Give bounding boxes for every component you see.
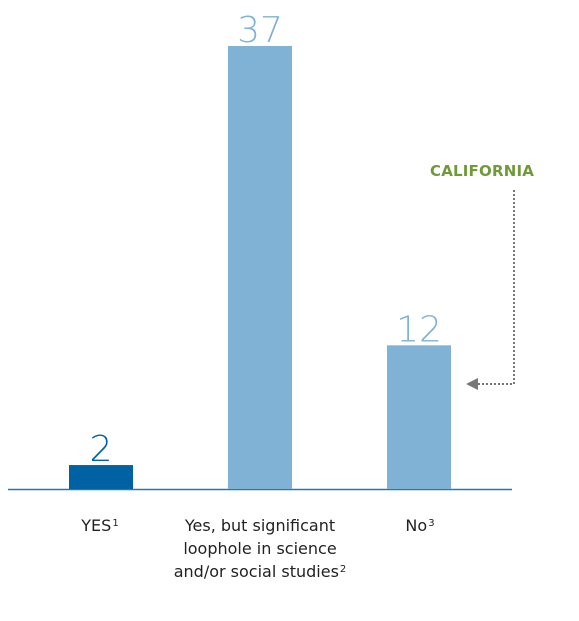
value-label-1: 37 bbox=[237, 10, 283, 51]
bar-2 bbox=[387, 345, 451, 489]
category-label-yes-but-loophole: Yes, but significant loophole in science… bbox=[160, 514, 360, 583]
bar-1 bbox=[228, 46, 292, 489]
category-label-text: No bbox=[405, 516, 428, 535]
bar-0 bbox=[69, 465, 133, 489]
callout-arrowhead-icon bbox=[466, 378, 478, 390]
footnote-marker: 2 bbox=[339, 564, 347, 575]
footnote-marker: 1 bbox=[112, 518, 119, 529]
category-label-text: Yes, but significant loophole in science… bbox=[173, 516, 339, 581]
category-label-text: YES bbox=[81, 516, 112, 535]
value-label-0: 2 bbox=[90, 429, 113, 470]
value-label-2: 12 bbox=[396, 309, 442, 350]
category-label-yes: YES1 bbox=[0, 514, 200, 537]
category-label-no: No3 bbox=[320, 514, 520, 537]
footnote-marker: 3 bbox=[428, 518, 435, 529]
callout-dotted-connector bbox=[478, 190, 515, 385]
california-callout-label: CALIFORNIA bbox=[430, 162, 535, 180]
